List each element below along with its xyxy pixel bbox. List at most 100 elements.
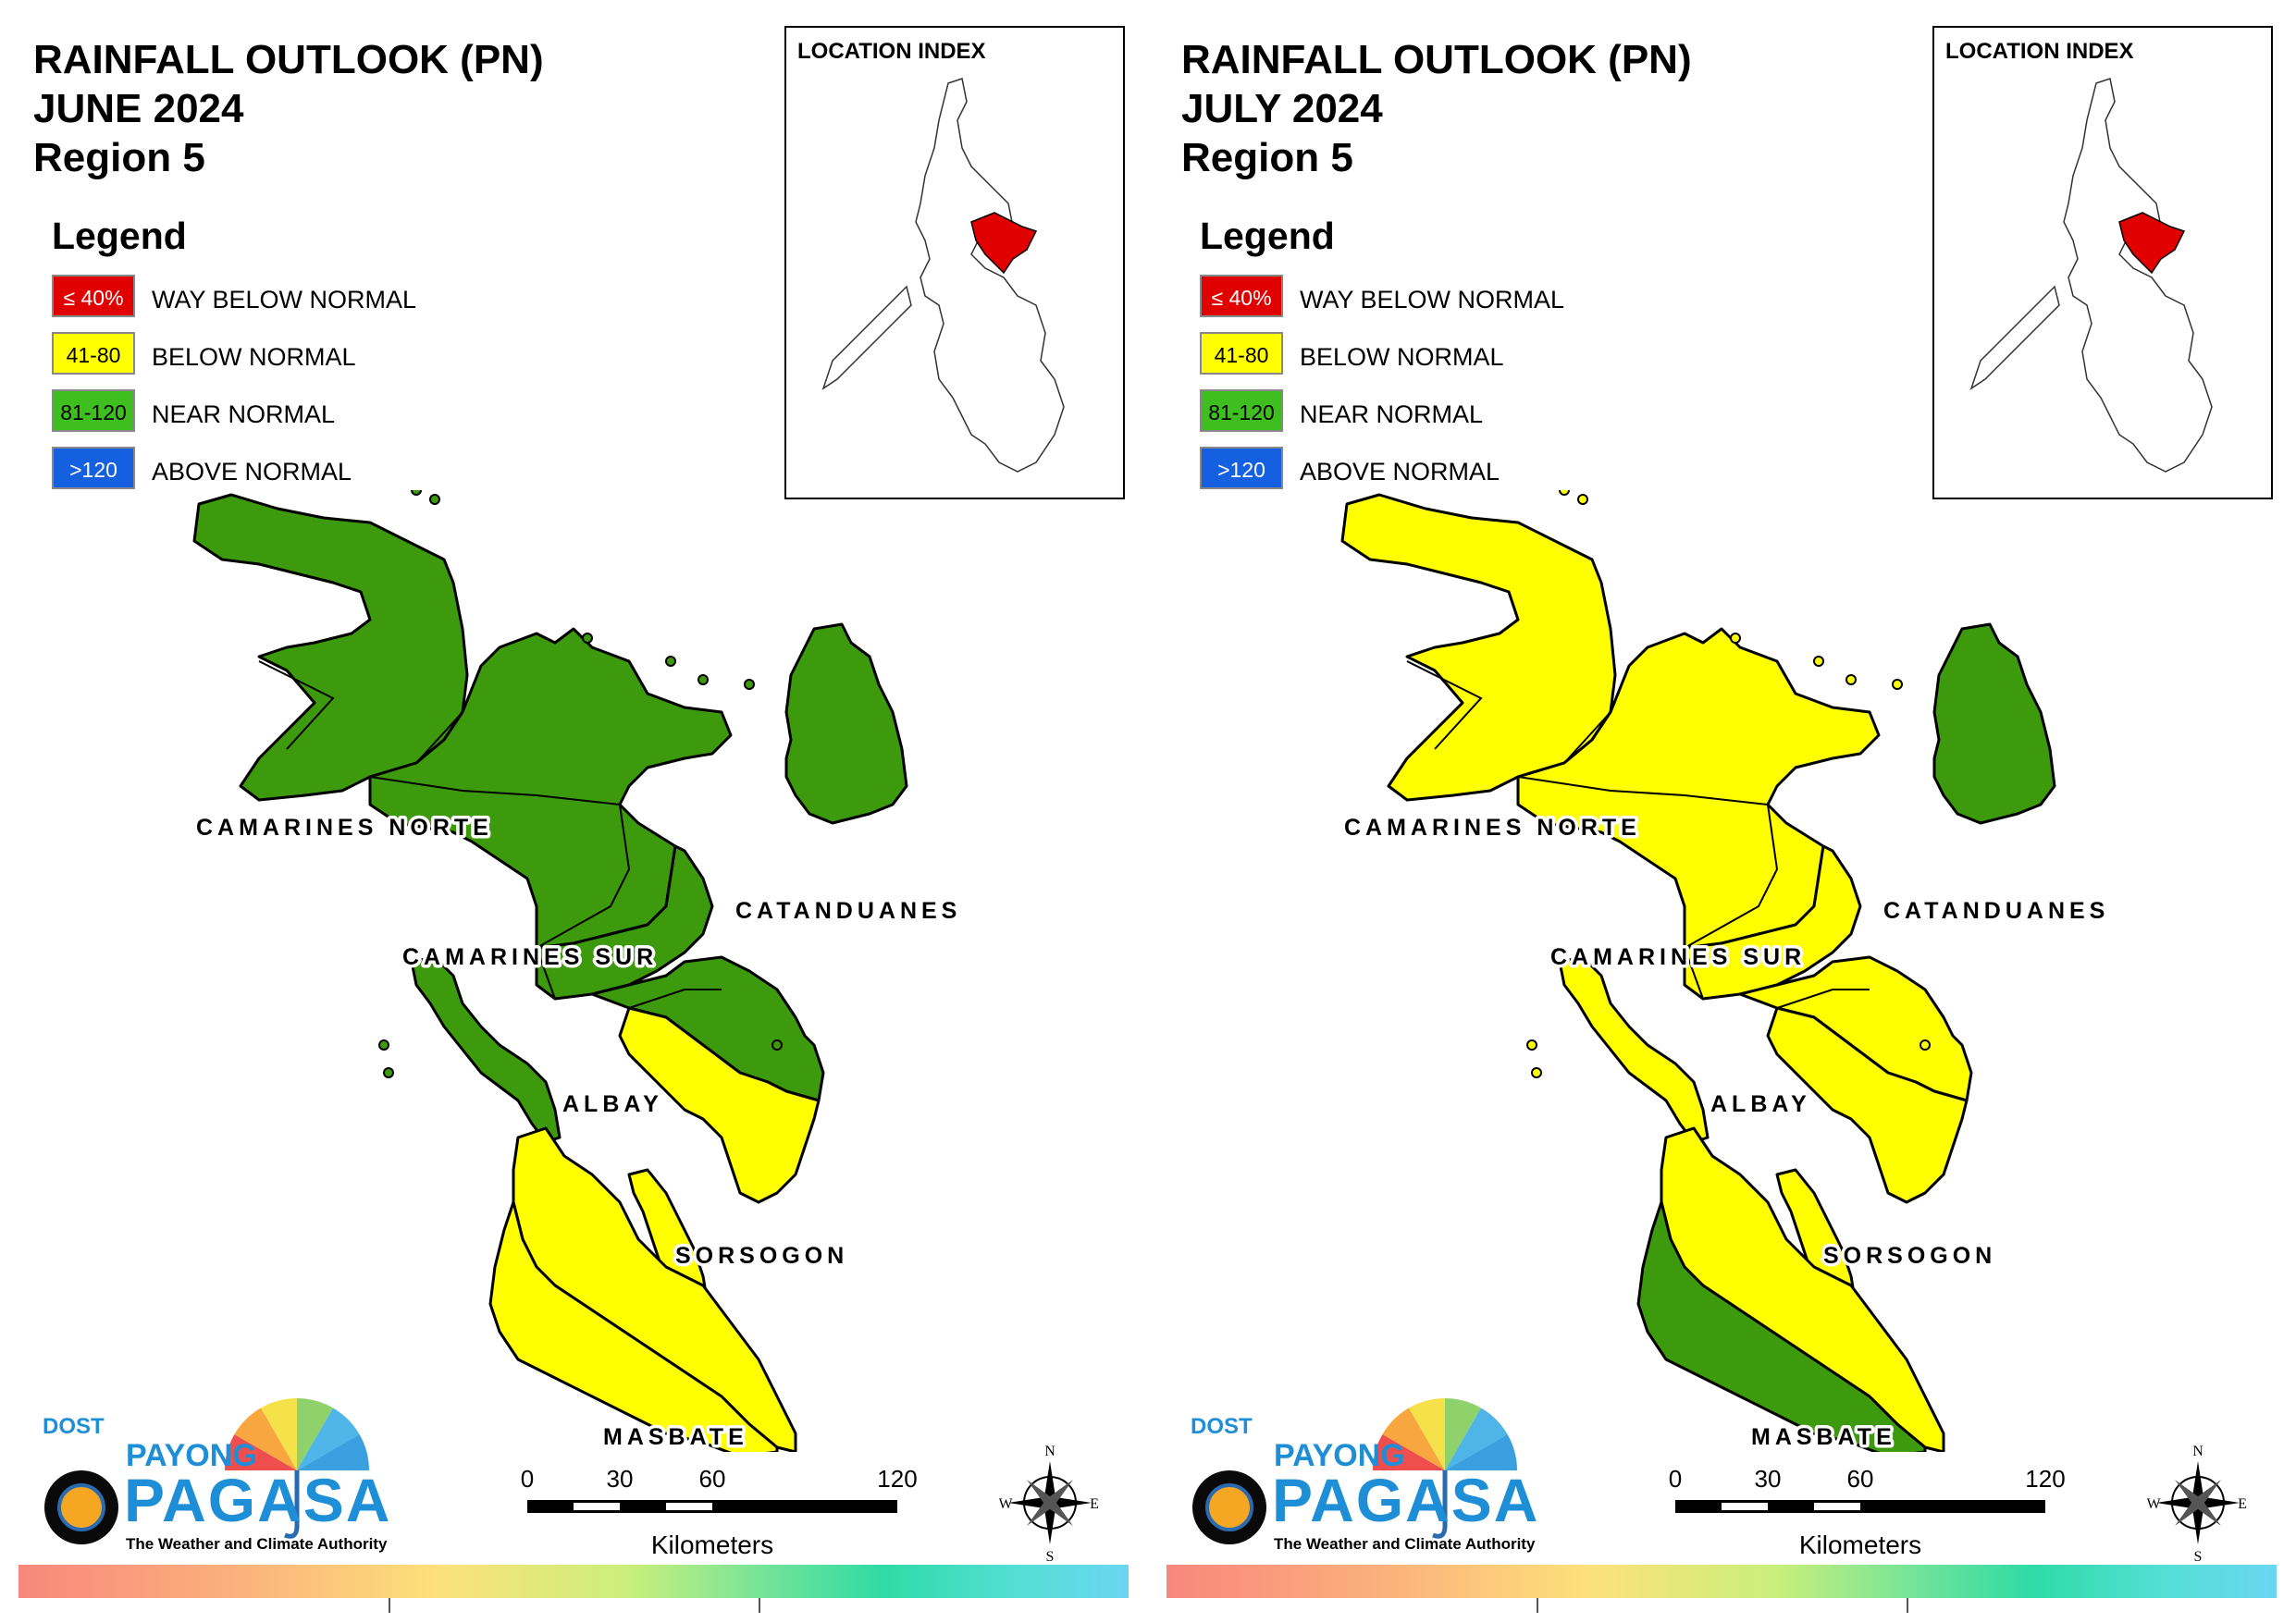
legend-label: BELOW NORMAL [1300, 343, 1504, 371]
legend-swatch: ≤ 40% [52, 275, 135, 317]
location-index: LOCATION INDEX [1932, 26, 2273, 499]
map-title: RAINFALL OUTLOOK (PN) JUNE 2024 Region 5 [33, 35, 544, 182]
province-label-catanduanes: CATANDUANES [1883, 898, 2109, 924]
islet [378, 1039, 389, 1051]
compass-n-label: N [2192, 1444, 2203, 1459]
footer-tick [389, 1598, 390, 1613]
islet [582, 633, 593, 644]
province-boundary [536, 804, 631, 949]
islet [665, 656, 676, 667]
islet [429, 494, 440, 505]
islet [1813, 656, 1824, 667]
scale-unit-label: Kilometers [651, 1531, 773, 1559]
province-area-albay [1683, 844, 1862, 1001]
province-boundary [258, 660, 335, 750]
philippines-landmass [2063, 78, 2213, 473]
scale-tick-label: 0 [1669, 1465, 1682, 1493]
islet [1730, 633, 1741, 644]
scale-tick-label: 120 [877, 1465, 917, 1493]
province-boundary [415, 711, 463, 764]
logo-pagasa-text: PAGASA [1272, 1466, 1539, 1534]
province-label-camarines-norte: CAMARINES NORTE [196, 815, 493, 841]
logo-dost-text: DOST [43, 1414, 105, 1439]
province-area-cam-sur [368, 627, 733, 950]
scale-tick-label: 0 [521, 1465, 534, 1493]
scale-bar: 0 30 60 120 Kilometers [1669, 1465, 2066, 1559]
islet [772, 1039, 783, 1051]
province-label-albay: ALBAY [1710, 1091, 1811, 1117]
province-label-camarines-norte: CAMARINES NORTE [1344, 815, 1641, 841]
logo-pagasa-text: PAGASA [124, 1466, 391, 1534]
footer-tick [1907, 1598, 1908, 1613]
islet [1526, 1039, 1537, 1051]
islet [411, 490, 422, 496]
legend-item-above: >120 ABOVE NORMAL [52, 447, 352, 504]
legend-heading: Legend [1200, 215, 1335, 257]
islet [744, 679, 755, 690]
province-label-albay: ALBAY [562, 1091, 663, 1117]
province-label-sorsogon: SORSOGON [675, 1243, 848, 1269]
legend-label: BELOW NORMAL [152, 343, 356, 371]
region-5-map: CAMARINES NORTE CAMARINES SUR CATANDUANES A… [192, 490, 960, 1452]
compass-rose-icon: N S E W [2147, 1444, 2247, 1563]
province-area-cam-norte [1340, 493, 1617, 802]
legend-label: NEAR NORMAL [1300, 400, 1484, 428]
legend-label: ABOVE NORMAL [1300, 458, 1500, 486]
islet [383, 1067, 394, 1078]
province-label-sorsogon: SORSOGON [1823, 1243, 1996, 1269]
province-boundary [1684, 947, 1704, 1000]
legend-swatch: ≤ 40% [1200, 275, 1283, 317]
scale-bar: 0 30 60 120 Kilometers [521, 1465, 918, 1559]
scale-tick-label: 30 [1755, 1465, 1782, 1493]
title-line-3: Region 5 [33, 135, 205, 180]
location-index: LOCATION INDEX [784, 26, 1125, 499]
province-boundary [1517, 776, 1769, 805]
location-index-title: LOCATION INDEX [1945, 39, 2134, 64]
province-label-camarines-sur: CAMARINES SUR [402, 944, 658, 970]
title-line-3: Region 5 [1181, 135, 1353, 180]
legend-item-below: 41-80 BELOW NORMAL [52, 332, 356, 389]
islet [697, 674, 709, 685]
title-line-1: RAINFALL OUTLOOK (PN) [33, 37, 544, 82]
legend-swatch: 81-120 [52, 389, 135, 432]
legend-label: ABOVE NORMAL [152, 458, 352, 486]
map-title: RAINFALL OUTLOOK (PN) JULY 2024 Region 5 [1181, 35, 1692, 182]
compass-e-label: E [2238, 1496, 2247, 1512]
legend-label: WAY BELOW NORMAL [152, 286, 417, 314]
province-area-masbate-west [488, 1200, 779, 1452]
compass-w-label: W [2147, 1496, 2161, 1512]
logo-payong-text: PAYONG [126, 1438, 257, 1473]
islet [1845, 674, 1857, 685]
islet [1531, 1067, 1542, 1078]
legend-label: NEAR NORMAL [152, 400, 336, 428]
region-5-highlight [2118, 212, 2186, 275]
outlook-panel-july: RAINFALL OUTLOOK (PN) JULY 2024 Region 5… [1148, 0, 2296, 1623]
scale-tick-label: 60 [1847, 1465, 1874, 1493]
province-boundary [1563, 711, 1611, 764]
philippines-landmass [915, 78, 1065, 473]
legend-item-below: 41-80 BELOW NORMAL [1200, 332, 1504, 389]
footer-gradient-bar [1167, 1565, 2277, 1598]
province-area-sorsogon-s [618, 1006, 821, 1204]
legend-item-above: >120 ABOVE NORMAL [1200, 447, 1500, 504]
scale-tick-label: 30 [607, 1465, 634, 1493]
legend-item-near: 81-120 NEAR NORMAL [52, 389, 335, 447]
logo-payong-text: PAYONG [1274, 1438, 1405, 1473]
compass-e-label: E [1090, 1496, 1099, 1512]
compass-n-label: N [1044, 1444, 1055, 1459]
compass-rose-icon: N S E W [999, 1444, 1099, 1563]
palawan-landmass [1969, 285, 2060, 390]
province-area-cam-norte [192, 493, 469, 802]
legend: Legend ≤ 40% WAY BELOW NORMAL 41-80 BELO… [52, 215, 416, 504]
scale-tick-label: 60 [699, 1465, 726, 1493]
province-label-masbate: MASBATE [603, 1424, 748, 1450]
province-boundary [628, 989, 722, 1009]
legend-heading: Legend [52, 215, 187, 257]
region-5-map: CAMARINES NORTE CAMARINES SUR CATANDUANES A… [1340, 490, 2109, 1452]
title-line-2: JULY 2024 [1181, 86, 1383, 131]
scale-tick-label: 120 [2025, 1465, 2065, 1493]
footer-tick [1537, 1598, 1538, 1613]
islet [1559, 490, 1570, 496]
outlook-panel-june: RAINFALL OUTLOOK (PN) JUNE 2024 Region 5… [19, 26, 1129, 1613]
